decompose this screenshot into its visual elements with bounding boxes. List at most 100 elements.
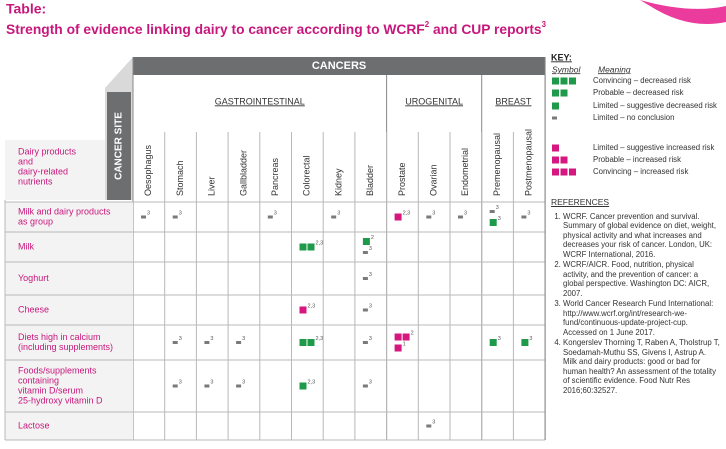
evidence-symbol: 2,3 <box>299 240 323 251</box>
reference-superscript: 3 <box>242 336 245 342</box>
evidence-symbol: 3 <box>426 210 435 219</box>
reference-superscript: 3 <box>369 379 372 385</box>
cancers-banner-label: CANCERS <box>312 60 366 72</box>
evidence-symbol: 2 <box>362 235 374 245</box>
reference-superscript: 3 <box>529 336 532 342</box>
reference-superscript: 3 <box>179 336 182 342</box>
reference-superscript: 3 <box>242 379 245 385</box>
key-square <box>552 116 557 120</box>
evidence-symbol: 3 <box>489 205 499 213</box>
group-label: UROGENITAL <box>405 96 463 106</box>
symbol-square <box>141 215 146 219</box>
evidence-symbol: 3 <box>458 210 467 219</box>
table-label: Table: <box>6 1 46 17</box>
group-label: GASTROINTESTINAL <box>215 96 305 106</box>
symbol-square <box>458 215 463 219</box>
symbol-square <box>489 210 495 213</box>
table-title: Strength of evidence linking dairy to ca… <box>6 20 547 37</box>
symbol-square <box>394 213 402 221</box>
evidence-symbol: 3 <box>236 379 245 388</box>
symbol-square <box>362 341 368 344</box>
key-square <box>569 77 576 85</box>
key-square <box>552 156 559 164</box>
key-title: KEY: <box>551 52 572 62</box>
key-square <box>552 168 559 176</box>
evidence-symbol: 3 <box>172 210 182 219</box>
reference-superscript: 3 <box>369 272 372 278</box>
reference-superscript: 3 <box>210 336 213 342</box>
key-square <box>560 77 568 85</box>
evidence-symbol: 3 <box>521 336 532 346</box>
symbol-square <box>299 382 307 390</box>
title-superscript: 2 <box>425 20 430 29</box>
key-square <box>552 102 559 110</box>
symbol-square <box>299 243 307 251</box>
evidence-symbol: 3 <box>489 336 501 346</box>
evidence-symbol: 2,3 <box>299 303 315 314</box>
row-label-bg <box>5 412 133 440</box>
key-square <box>552 89 559 97</box>
key-symbol-heading: Symbol <box>552 64 581 74</box>
reference-item: World Cancer Research Fund International… <box>563 299 721 337</box>
references: REFERENCES WCRF. Cancer prevention and s… <box>551 197 721 396</box>
evidence-symbol: 1 <box>394 341 406 352</box>
row-header: Dairy products <box>18 146 77 156</box>
reference-superscript: 2 <box>411 330 414 336</box>
key-meaning: Limited – suggestive increased risk <box>593 143 714 152</box>
evidence-symbol: 2,3 <box>394 210 410 221</box>
symbol-square <box>489 219 497 226</box>
symbol-square <box>521 339 529 346</box>
row-label: containing <box>18 375 59 385</box>
row-label: Diets high in calcium <box>18 332 101 342</box>
symbol-square <box>204 384 210 388</box>
evidence-symbol: 3 <box>489 216 501 226</box>
evidence-symbol: 3 <box>362 303 372 312</box>
column-header: Bladder <box>365 165 375 196</box>
evidence-symbol: 3 <box>362 246 372 254</box>
reference-superscript: 3 <box>498 216 501 222</box>
reference-superscript: 3 <box>496 205 499 211</box>
symbol-square <box>362 277 368 280</box>
references-title: REFERENCES <box>551 197 610 207</box>
row-label-bg <box>5 262 133 295</box>
key-square <box>552 77 559 85</box>
symbol-square <box>299 339 307 346</box>
symbol-square <box>489 339 497 346</box>
evidence-symbol: 3 <box>172 336 182 344</box>
symbol-square <box>362 308 368 312</box>
reference-superscript: 3 <box>432 419 435 425</box>
column-header: Kidney <box>333 168 343 196</box>
row-label: vitamin D/serum <box>18 385 83 395</box>
column-header: Postmenopausal <box>524 129 534 196</box>
key-meaning: Limited – no conclusion <box>593 113 674 122</box>
column-header: Endometrial <box>460 148 470 196</box>
cancer-site-bar <box>107 92 131 200</box>
evidence-symbol: 3 <box>172 379 182 388</box>
row-label-bg <box>5 360 133 412</box>
row-label: Yoghurt <box>18 273 49 283</box>
symbol-square <box>331 215 337 219</box>
reference-superscript: 3 <box>369 246 372 252</box>
evidence-symbol: 3 <box>426 419 435 428</box>
symbol-square <box>299 306 307 314</box>
evidence-symbol: 3 <box>236 336 245 344</box>
evidence-symbol: 3 <box>204 379 213 388</box>
key-square <box>560 168 568 176</box>
symbol-square <box>402 333 410 341</box>
reference-superscript: 3 <box>464 210 467 216</box>
evidence-symbol: 2,3 <box>299 336 323 346</box>
symbol-square <box>172 341 178 344</box>
reference-superscript: 3 <box>274 210 277 216</box>
row-label: Foods/supplements <box>18 365 97 375</box>
symbol-square <box>362 238 370 245</box>
symbol-square <box>204 341 210 344</box>
symbol-square <box>307 339 315 346</box>
column-header: Gallbladder <box>238 150 248 196</box>
evidence-symbol: 3 <box>267 210 277 219</box>
symbol-square <box>394 344 402 352</box>
reference-superscript: 3 <box>147 210 150 216</box>
reference-superscript: 3 <box>179 210 182 216</box>
title-text: Strength of evidence linking dairy to ca… <box>6 21 425 37</box>
reference-superscript: 3 <box>498 336 501 342</box>
row-label: (including supplements) <box>18 342 113 352</box>
